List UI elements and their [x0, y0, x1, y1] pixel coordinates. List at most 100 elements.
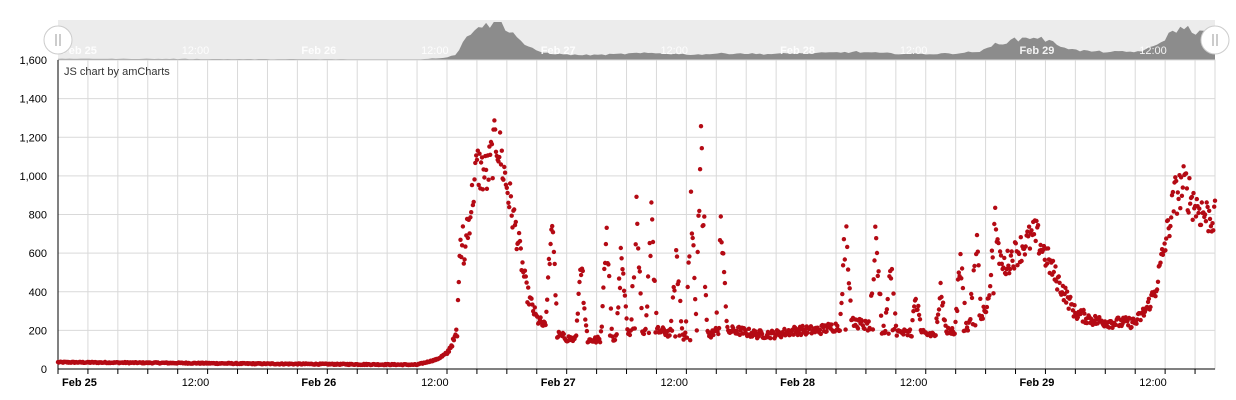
data-point	[631, 275, 637, 280]
data-point	[1013, 241, 1018, 246]
data-point	[980, 316, 985, 321]
x-tick-label: 12:00	[1139, 377, 1167, 389]
data-point	[474, 153, 479, 158]
data-point	[612, 337, 618, 343]
data-point	[1179, 193, 1185, 198]
data-point	[743, 328, 748, 333]
data-point	[840, 263, 846, 268]
data-point	[845, 244, 850, 250]
data-point	[1181, 164, 1186, 169]
data-point	[776, 329, 781, 334]
scrollbar-right-grip[interactable]	[1200, 25, 1230, 55]
data-point	[518, 246, 523, 251]
data-point	[995, 237, 1000, 242]
data-point	[609, 326, 614, 331]
data-point	[891, 291, 896, 296]
data-point	[674, 248, 679, 253]
data-point	[913, 296, 918, 302]
data-point	[616, 276, 622, 281]
data-point	[508, 194, 514, 199]
data-point	[608, 306, 614, 311]
data-point	[907, 327, 913, 332]
data-point	[886, 331, 891, 336]
data-point	[1003, 271, 1009, 277]
data-point	[653, 330, 658, 335]
data-point	[992, 221, 997, 227]
amcharts-credit[interactable]: JS chart by amCharts	[64, 66, 170, 78]
scrollbar-left-grip[interactable]	[43, 25, 73, 55]
data-point	[1183, 171, 1189, 176]
data-point	[1141, 313, 1147, 318]
data-point	[459, 254, 464, 260]
drag-grip-icon	[55, 34, 61, 46]
data-point	[670, 295, 676, 300]
data-point	[1018, 235, 1023, 240]
data-point	[1066, 306, 1071, 311]
data-point	[617, 285, 623, 291]
data-point	[1160, 252, 1166, 257]
data-point	[936, 307, 942, 312]
data-point	[694, 328, 699, 333]
data-point	[529, 296, 534, 301]
data-point	[893, 323, 899, 328]
data-point	[1001, 265, 1006, 270]
data-point	[507, 204, 512, 210]
chart-axes: 0 200 400 600 800 1,000 1,200 1,400 1,600 Feb 25 1…	[19, 55, 1215, 389]
data-point	[614, 332, 619, 337]
data-point	[669, 318, 674, 324]
data-point	[600, 304, 605, 309]
data-point	[655, 324, 661, 330]
data-point	[520, 260, 525, 265]
data-point	[942, 318, 947, 323]
data-point	[1127, 316, 1133, 321]
chart-grid	[57, 59, 1216, 370]
data-point	[550, 230, 556, 235]
data-point	[610, 334, 615, 339]
data-point	[1084, 320, 1090, 326]
data-point	[1186, 210, 1191, 215]
data-point	[1097, 315, 1102, 320]
data-point	[512, 207, 517, 212]
data-point	[482, 175, 487, 180]
data-point	[847, 286, 852, 291]
data-point	[952, 331, 957, 336]
data-point	[550, 223, 555, 229]
grip-circle[interactable]	[1200, 25, 1230, 55]
data-point	[1054, 279, 1059, 284]
data-point	[546, 256, 552, 262]
data-point	[693, 311, 699, 317]
data-point	[604, 225, 609, 230]
data-point	[840, 291, 845, 297]
data-point	[1173, 175, 1178, 180]
chart-scrollbar[interactable]: Feb 25 12:00 Feb 26 12:00 Feb 27 12:00 Feb 28 1…	[43, 20, 1230, 60]
data-point	[958, 251, 963, 257]
data-point	[645, 274, 651, 279]
data-point	[987, 293, 992, 298]
data-point	[598, 329, 604, 334]
data-point	[561, 331, 566, 337]
data-point	[578, 272, 584, 278]
data-point	[716, 325, 722, 331]
data-point	[1012, 266, 1017, 271]
data-point	[552, 261, 557, 267]
data-point	[597, 340, 603, 345]
data-point	[496, 159, 501, 164]
data-point	[1057, 280, 1062, 285]
data-point	[490, 176, 495, 181]
y-tick-label: 1,600	[19, 55, 47, 67]
data-point	[630, 284, 635, 289]
data-point	[685, 284, 690, 290]
data-point	[654, 310, 659, 316]
grip-circle[interactable]	[43, 25, 73, 55]
data-point	[875, 273, 880, 279]
data-point	[547, 261, 552, 267]
data-point	[644, 313, 649, 318]
data-point	[493, 127, 498, 132]
y-tick-label: 1,000	[19, 171, 47, 183]
data-point	[837, 328, 842, 333]
data-point	[1134, 321, 1139, 326]
data-point	[940, 300, 946, 305]
data-point	[624, 316, 629, 321]
data-point	[988, 272, 994, 278]
data-point	[688, 189, 694, 194]
